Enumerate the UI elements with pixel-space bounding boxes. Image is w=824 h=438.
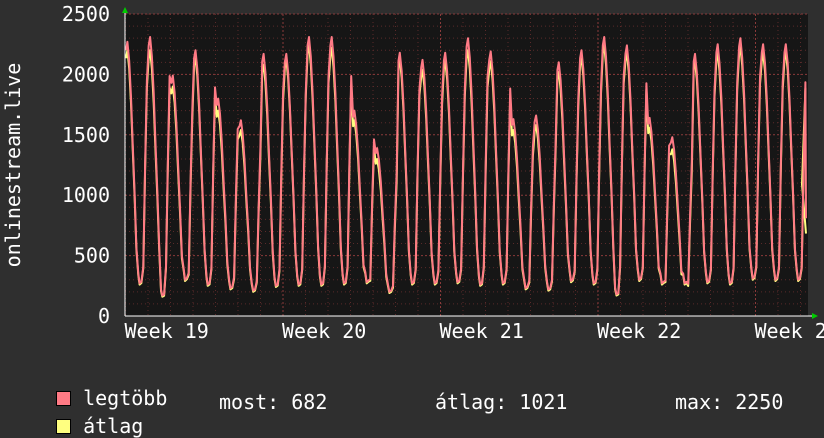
y-tick-label: 2500 <box>62 2 110 26</box>
y-tick-label: 1500 <box>62 123 110 147</box>
stat-max: max: 2250 <box>675 390 783 414</box>
x-tick-label: Week 19 <box>125 319 209 343</box>
x-tick-labels: Week 19 Week 20 Week 21 Week 22 Week 2 <box>125 319 824 343</box>
y-axis-label: onlinestream.live <box>1 63 25 268</box>
x-tick-label: Week 20 <box>282 319 366 343</box>
y-tick-label: 0 <box>98 304 110 328</box>
legend-avg-label: átlag <box>83 414 143 438</box>
y-axis-arrow <box>122 7 128 13</box>
legend-avg: átlag <box>32 390 143 438</box>
x-tick-label: Week 21 <box>440 319 524 343</box>
x-tick-label: Week 22 <box>597 319 681 343</box>
stat-avg: átlag: 1021 <box>435 390 567 414</box>
y-tick-label: 1000 <box>62 183 110 207</box>
stat-now: most: 682 <box>219 390 327 414</box>
x-tick-label: Week 2 <box>755 319 824 343</box>
y-tick-label: 2000 <box>62 62 110 86</box>
y-tick-labels: 0 500 1000 1500 2000 2500 <box>62 2 110 328</box>
y-tick-label: 500 <box>74 244 110 268</box>
legend-avg-swatch <box>56 419 71 434</box>
